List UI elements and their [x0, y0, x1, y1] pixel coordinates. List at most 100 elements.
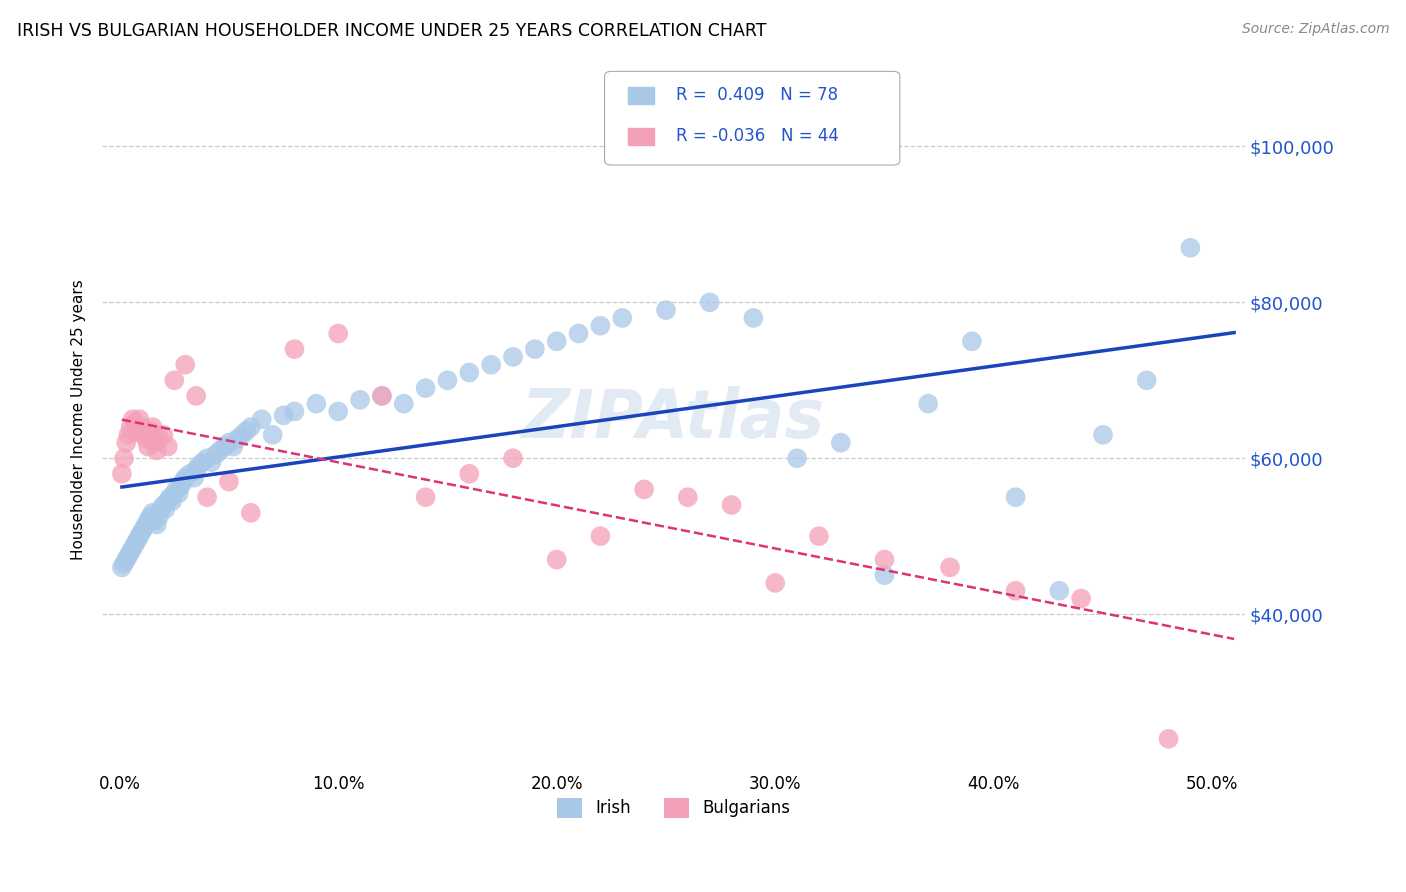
Point — [163, 373, 186, 387]
Y-axis label: Householder Income Under 25 years: Householder Income Under 25 years — [72, 279, 86, 559]
Text: IRISH VS BULGARIAN HOUSEHOLDER INCOME UNDER 25 YEARS CORRELATION CHART: IRISH VS BULGARIAN HOUSEHOLDER INCOME UN… — [17, 22, 766, 40]
Point — [152, 498, 174, 512]
Point — [209, 443, 232, 458]
Point — [873, 552, 896, 566]
Point — [195, 451, 218, 466]
Point — [1157, 731, 1180, 746]
Point — [239, 506, 262, 520]
Point — [1004, 490, 1026, 504]
Text: ZIPAtlas: ZIPAtlas — [522, 386, 825, 452]
Point — [135, 517, 157, 532]
Point — [458, 366, 481, 380]
Point — [124, 537, 146, 551]
Point — [633, 483, 655, 497]
Point — [131, 525, 153, 540]
Point — [392, 397, 415, 411]
Point — [174, 358, 197, 372]
Point — [415, 381, 437, 395]
Point — [179, 467, 201, 481]
Point — [218, 475, 240, 489]
Point — [167, 486, 190, 500]
Point — [160, 494, 183, 508]
Point — [214, 440, 236, 454]
Point — [120, 545, 142, 559]
Point — [250, 412, 273, 426]
Point — [786, 451, 808, 466]
Point — [141, 420, 163, 434]
Point — [1004, 583, 1026, 598]
Point — [132, 427, 155, 442]
Point — [436, 373, 458, 387]
Point — [141, 506, 163, 520]
Point — [186, 389, 208, 403]
Point — [121, 412, 143, 426]
Point — [589, 318, 612, 333]
Point — [960, 334, 983, 349]
Point — [222, 440, 245, 454]
Point — [132, 521, 155, 535]
Point — [479, 358, 502, 372]
Point — [235, 424, 257, 438]
Point — [523, 342, 546, 356]
Point — [567, 326, 589, 341]
Point — [1070, 591, 1092, 606]
Point — [128, 412, 150, 426]
Point — [170, 478, 193, 492]
Point — [830, 435, 852, 450]
Point — [191, 455, 214, 469]
Point — [371, 389, 394, 403]
Point — [127, 533, 149, 547]
Point — [415, 490, 437, 504]
Point — [111, 467, 134, 481]
Point — [231, 427, 253, 442]
Point — [371, 389, 394, 403]
Point — [546, 334, 568, 349]
Point — [159, 490, 181, 504]
Point — [807, 529, 830, 543]
Point — [655, 303, 678, 318]
Point — [150, 502, 173, 516]
Point — [163, 486, 186, 500]
Point — [283, 404, 305, 418]
Point — [152, 427, 174, 442]
Point — [458, 467, 481, 481]
Point — [1091, 427, 1114, 442]
Point — [239, 420, 262, 434]
Point — [720, 498, 742, 512]
Point — [328, 326, 350, 341]
Point — [273, 409, 295, 423]
Point — [305, 397, 328, 411]
Point — [262, 427, 284, 442]
Point — [187, 458, 209, 473]
Point — [156, 440, 179, 454]
Point — [136, 514, 159, 528]
Legend: Irish, Bulgarians: Irish, Bulgarians — [550, 791, 797, 825]
Point — [939, 560, 962, 574]
Point — [148, 509, 170, 524]
Point — [166, 483, 188, 497]
Text: Source: ZipAtlas.com: Source: ZipAtlas.com — [1241, 22, 1389, 37]
Point — [183, 471, 205, 485]
Point — [143, 514, 166, 528]
Point — [146, 443, 169, 458]
Point — [117, 549, 139, 563]
Point — [146, 517, 169, 532]
Point — [328, 404, 350, 418]
Point — [546, 552, 568, 566]
Point — [156, 494, 179, 508]
Point — [174, 471, 197, 485]
Point — [172, 475, 194, 489]
Point — [120, 420, 142, 434]
Point — [349, 392, 371, 407]
Point — [742, 310, 765, 325]
Point — [676, 490, 699, 504]
Point — [117, 427, 139, 442]
Point — [121, 541, 143, 555]
Point — [502, 350, 524, 364]
Point — [128, 529, 150, 543]
Point — [112, 557, 135, 571]
Point — [218, 435, 240, 450]
Point — [139, 424, 162, 438]
Point — [195, 490, 218, 504]
Point — [115, 435, 138, 450]
